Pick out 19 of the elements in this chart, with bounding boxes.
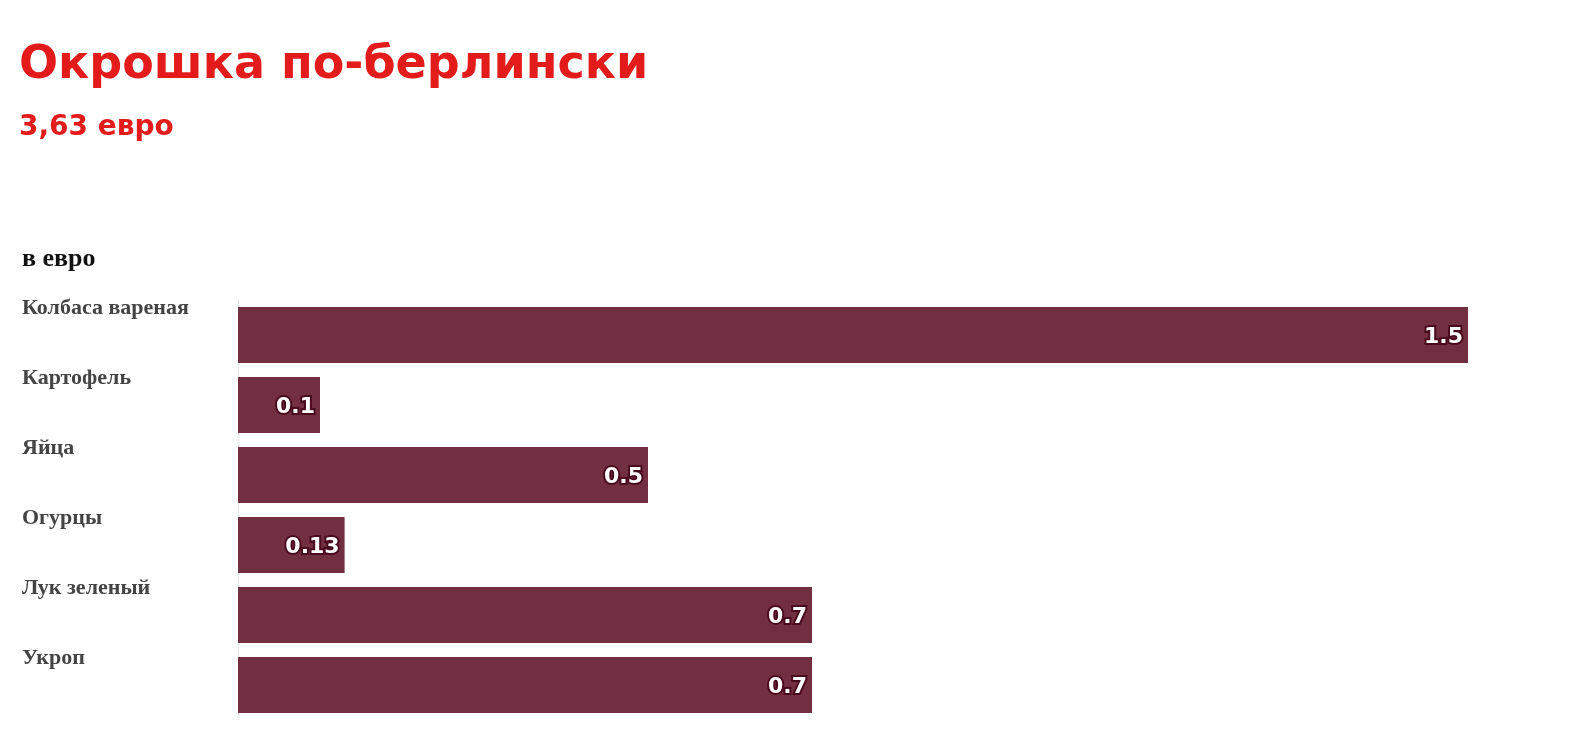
y-axis-title: в евро xyxy=(22,242,96,272)
y-tick-label: Яйца xyxy=(22,433,75,459)
bar xyxy=(238,447,648,503)
data-label: 0.7 xyxy=(768,602,807,628)
y-tick-label: Картофель xyxy=(22,363,132,389)
bar xyxy=(238,307,1468,363)
data-label: 0.1 xyxy=(276,392,315,418)
data-label: 0.13 xyxy=(285,532,340,558)
data-label: 0.7 xyxy=(768,672,807,698)
data-label: 1.5 xyxy=(1424,322,1463,348)
y-tick-label: Огурцы xyxy=(22,503,103,529)
data-label: 0.5 xyxy=(604,462,643,488)
bar xyxy=(238,657,812,713)
chart-subtitle: 3,63 евро xyxy=(19,108,174,142)
chart-title: Окрошка по-берлински xyxy=(19,35,649,89)
bar xyxy=(238,587,812,643)
y-tick-label: Лук зеленый xyxy=(22,573,151,599)
y-tick-label: Укроп xyxy=(22,643,86,669)
y-tick-label: Колбаса вареная xyxy=(22,293,189,319)
